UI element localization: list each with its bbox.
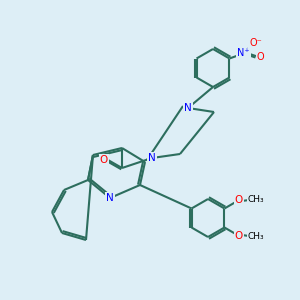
Text: CH₃: CH₃ <box>248 195 264 204</box>
Text: O: O <box>100 155 108 165</box>
Text: O: O <box>235 231 243 241</box>
Text: CH₃: CH₃ <box>248 232 264 241</box>
Text: O⁻: O⁻ <box>249 38 262 49</box>
Text: O: O <box>235 195 243 205</box>
Text: N: N <box>184 103 192 113</box>
Text: N: N <box>148 153 156 163</box>
Text: N: N <box>106 193 114 203</box>
Text: N⁺: N⁺ <box>237 49 250 58</box>
Text: O: O <box>256 52 264 62</box>
